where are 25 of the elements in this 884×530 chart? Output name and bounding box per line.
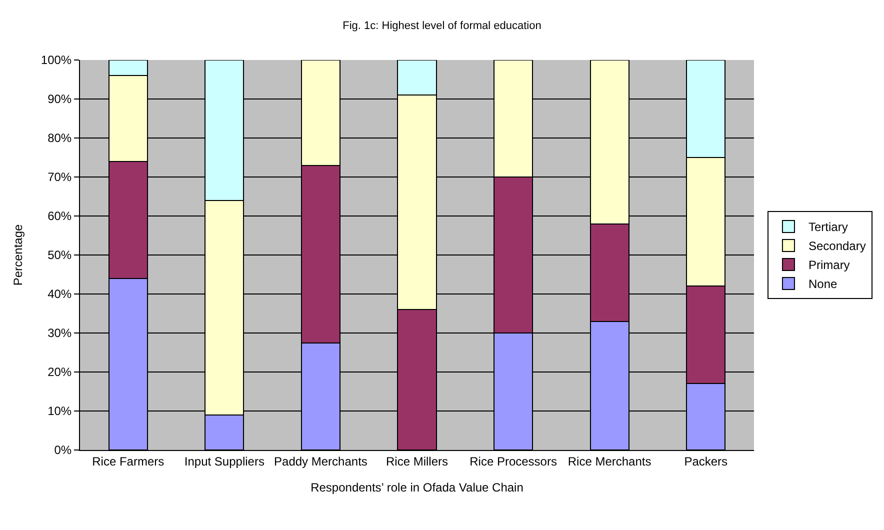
y-tick-label: 70% — [48, 170, 72, 184]
legend-label: Primary — [808, 258, 850, 272]
y-tick-label: 20% — [48, 365, 72, 380]
y-tick-label: 10% — [48, 404, 72, 418]
y-tick-label: 60% — [48, 209, 72, 224]
legend-label: None — [808, 277, 838, 292]
y-tick-label: 80% — [48, 131, 72, 146]
x-axis-title: Respondents’ role in Ofada Value Chain — [310, 480, 524, 494]
x-tick-label: Rice Farmers — [92, 454, 164, 468]
x-tick-label: Rice Processors — [470, 454, 557, 468]
y-axis-title: Percentage — [11, 224, 26, 286]
y-tick-label: 100% — [40, 53, 72, 68]
x-tick-label: Input Suppliers — [184, 454, 264, 468]
y-tick-label: 40% — [48, 287, 72, 302]
x-tick-label: Paddy Merchants — [274, 454, 368, 468]
y-tick-label: 0% — [54, 443, 72, 458]
legend-label: Tertiary — [808, 220, 848, 234]
x-tick-label: Rice Merchants — [568, 454, 652, 468]
x-tick-label: Packers — [684, 454, 728, 468]
y-tick-label: 90% — [48, 92, 72, 106]
legend-label: Secondary — [808, 239, 866, 254]
chart-title: Fig. 1c: Highest level of formal education — [342, 20, 542, 32]
x-tick-label: Rice Millers — [386, 454, 448, 468]
y-tick-label: 30% — [48, 326, 72, 340]
y-tick-label: 50% — [48, 248, 72, 262]
